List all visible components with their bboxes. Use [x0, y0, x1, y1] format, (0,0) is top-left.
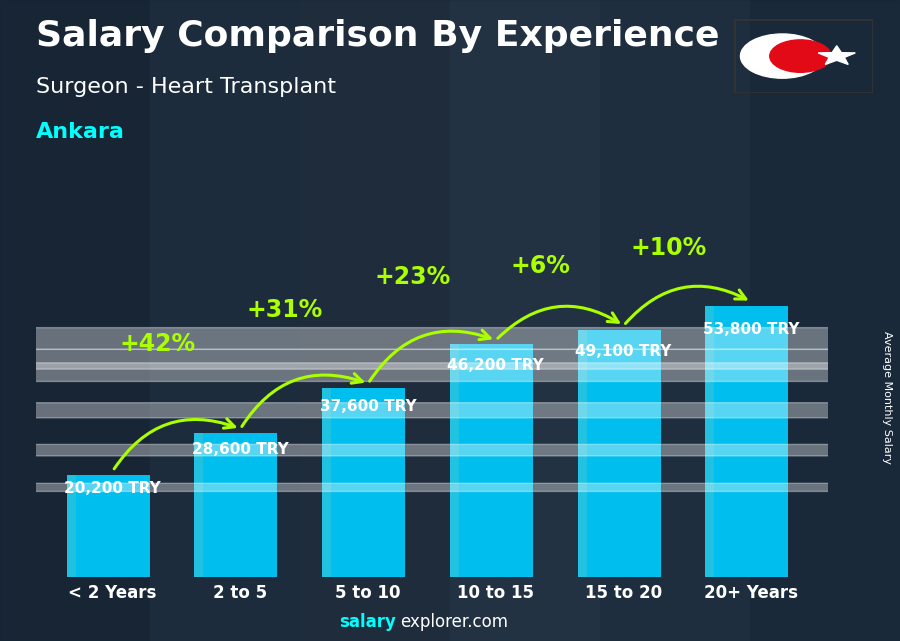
Text: 53,800 TRY: 53,800 TRY: [703, 322, 799, 337]
Text: Surgeon - Heart Transplant: Surgeon - Heart Transplant: [36, 77, 336, 97]
Circle shape: [770, 40, 832, 72]
Circle shape: [0, 328, 900, 349]
Polygon shape: [706, 306, 715, 577]
Polygon shape: [67, 475, 76, 577]
Text: salary: salary: [339, 613, 396, 631]
Circle shape: [0, 363, 900, 381]
Text: 37,600 TRY: 37,600 TRY: [320, 399, 417, 414]
Circle shape: [0, 483, 900, 492]
Polygon shape: [578, 329, 587, 577]
Circle shape: [0, 349, 900, 369]
Text: Ankara: Ankara: [36, 122, 125, 142]
Bar: [450, 0, 600, 641]
Text: explorer.com: explorer.com: [400, 613, 508, 631]
Text: 49,100 TRY: 49,100 TRY: [575, 344, 671, 360]
Bar: [715, 306, 788, 577]
Text: +42%: +42%: [120, 331, 195, 356]
Text: Salary Comparison By Experience: Salary Comparison By Experience: [36, 19, 719, 53]
Text: +23%: +23%: [374, 265, 451, 289]
Bar: [300, 0, 450, 641]
Bar: [459, 344, 533, 577]
Bar: [0, 0, 150, 641]
Polygon shape: [450, 344, 459, 577]
Bar: [150, 0, 300, 641]
Circle shape: [0, 403, 900, 418]
Bar: [750, 0, 900, 641]
Text: 28,600 TRY: 28,600 TRY: [192, 442, 289, 456]
Polygon shape: [194, 433, 203, 577]
Polygon shape: [818, 46, 855, 65]
Bar: [587, 329, 661, 577]
Circle shape: [741, 34, 824, 78]
Circle shape: [0, 444, 900, 456]
Bar: [203, 433, 277, 577]
Text: +31%: +31%: [247, 297, 323, 322]
Bar: [331, 388, 405, 577]
Text: +10%: +10%: [630, 237, 707, 260]
Text: Average Monthly Salary: Average Monthly Salary: [881, 331, 892, 464]
Text: 20,200 TRY: 20,200 TRY: [64, 481, 161, 496]
Polygon shape: [322, 388, 331, 577]
Text: 46,200 TRY: 46,200 TRY: [447, 358, 544, 373]
Text: +6%: +6%: [510, 254, 571, 278]
Bar: [76, 475, 149, 577]
Bar: [600, 0, 750, 641]
